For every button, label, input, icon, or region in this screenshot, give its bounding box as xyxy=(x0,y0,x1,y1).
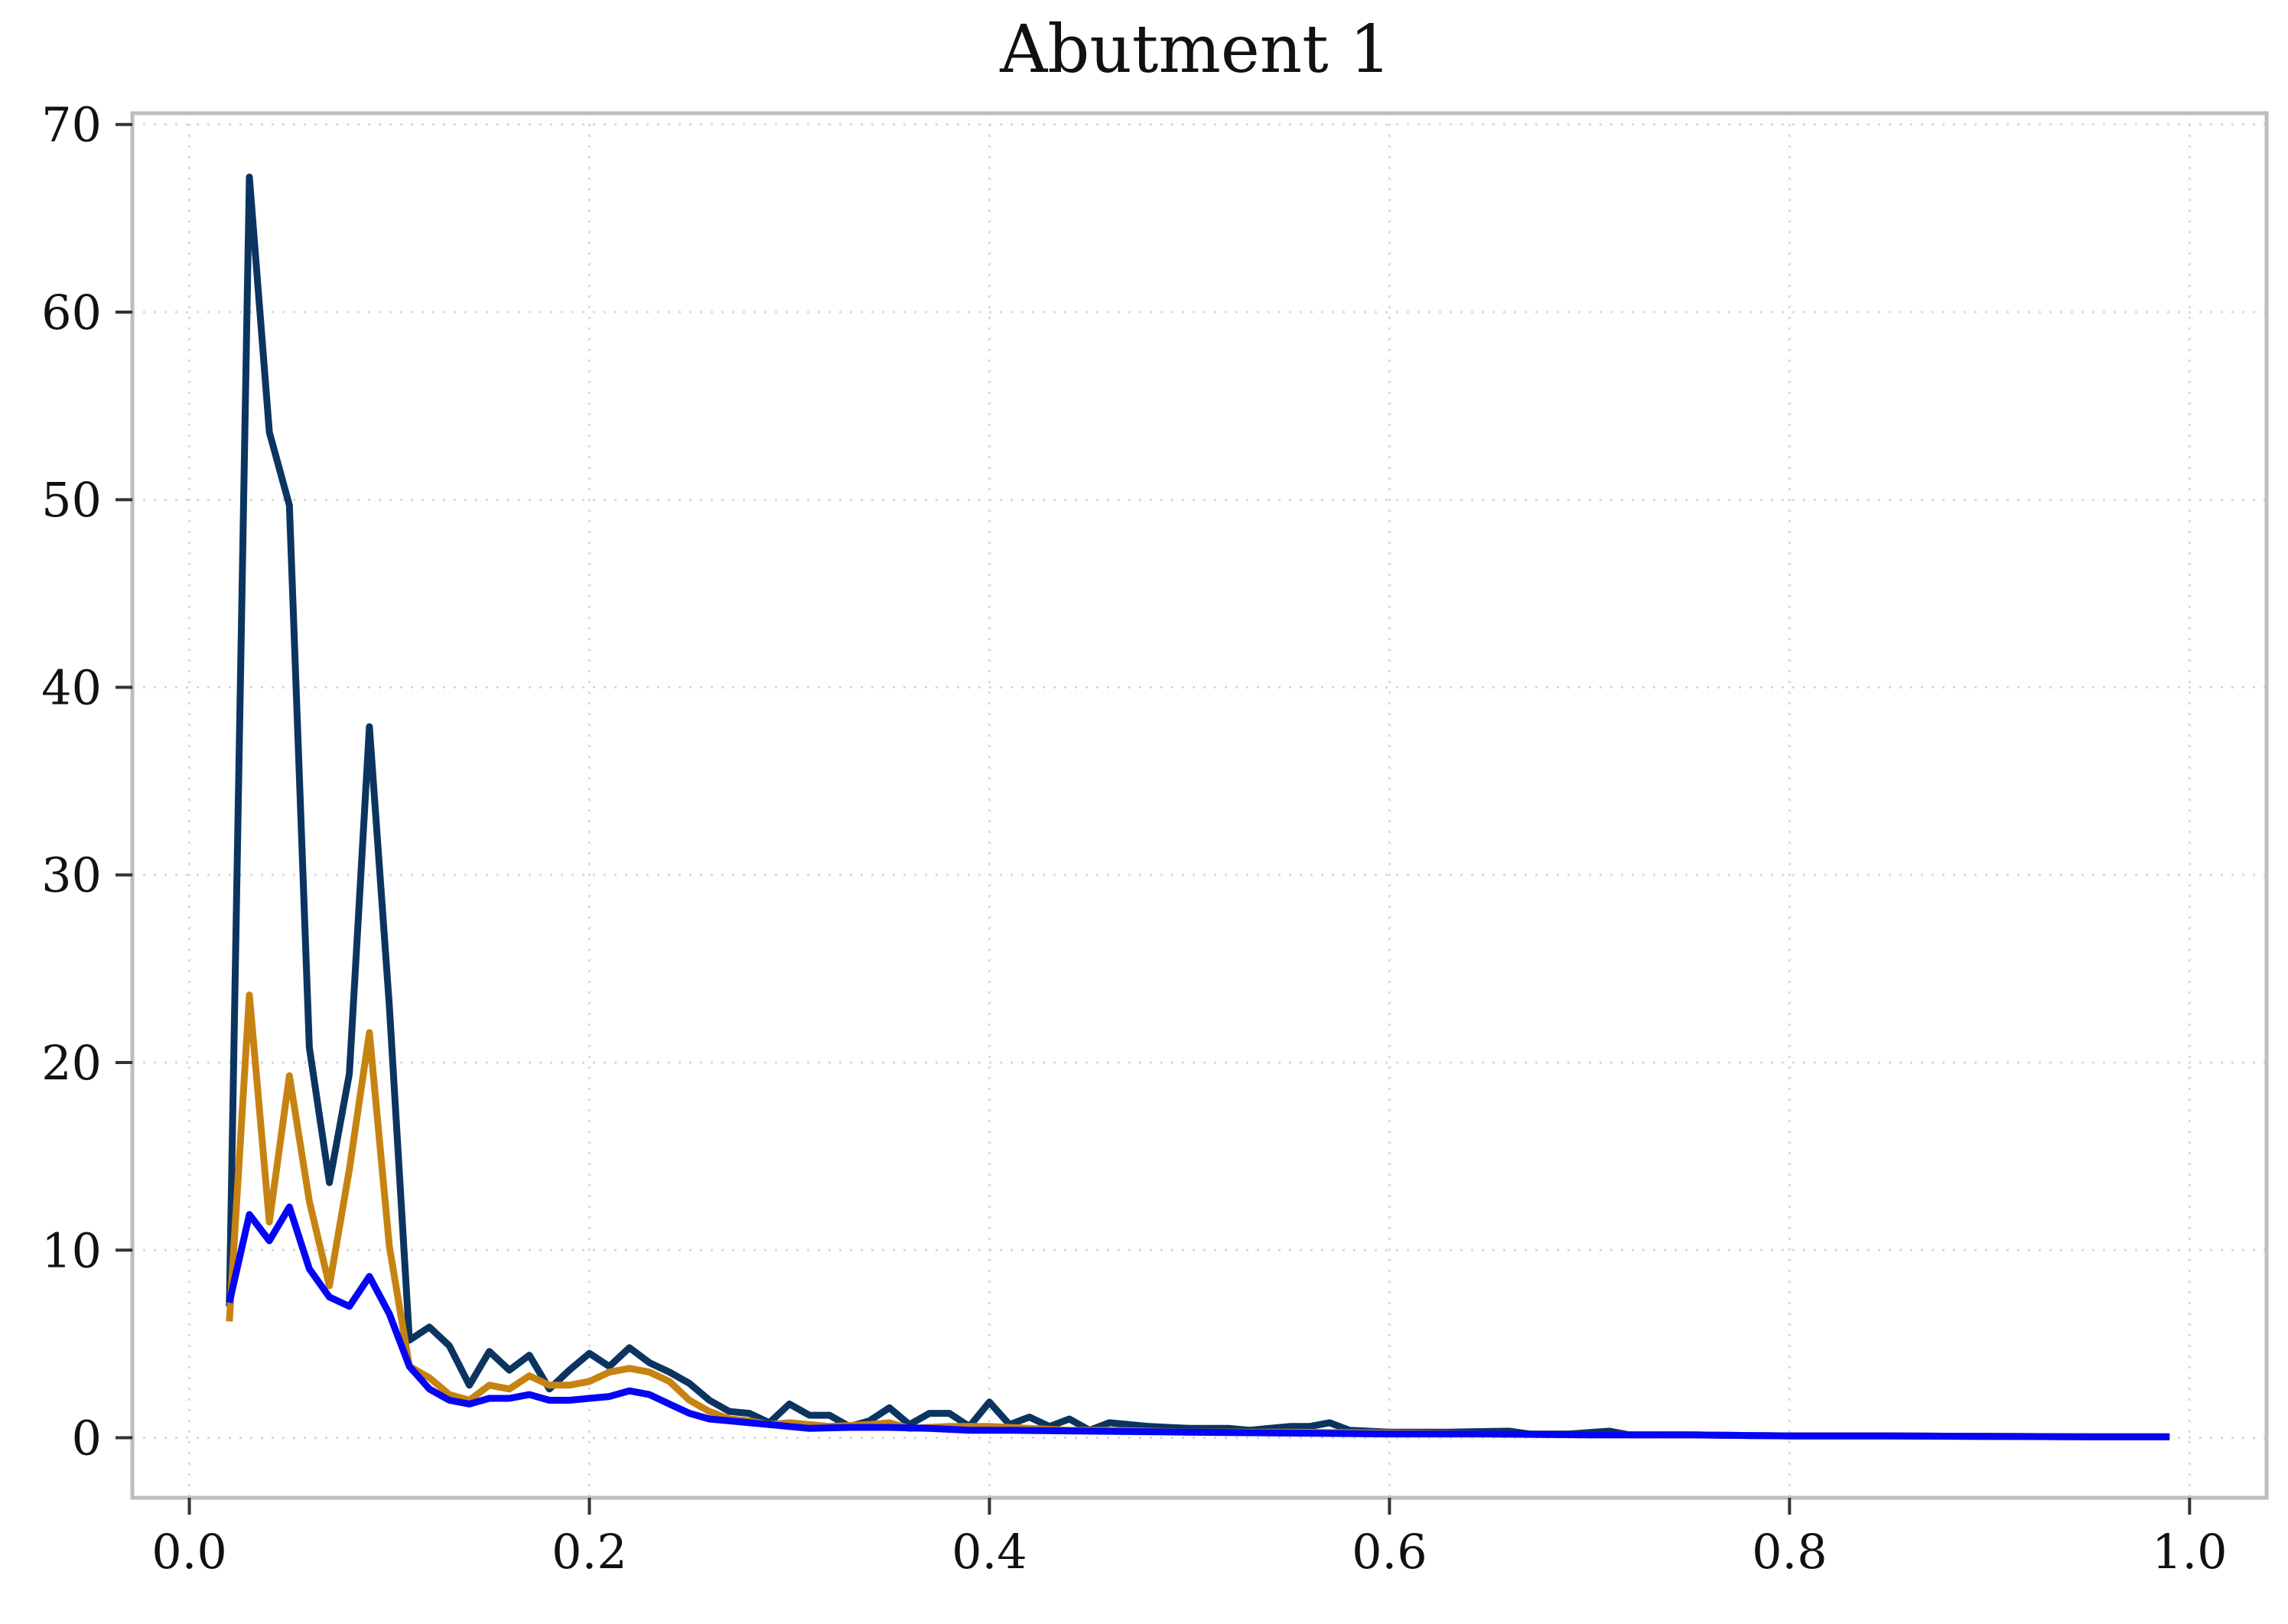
x-tick-label: 0.4 xyxy=(952,1524,1027,1580)
x-tick-label: 0.6 xyxy=(1352,1524,1427,1580)
x-tick-label: 0.8 xyxy=(1752,1524,1827,1580)
x-tick-label: 1.0 xyxy=(2152,1524,2228,1580)
series-line-3 xyxy=(226,1203,2170,1440)
x-tick-label: 0.2 xyxy=(552,1524,627,1580)
series-line-2 xyxy=(226,991,2170,1440)
y-tick-label: 50 xyxy=(41,472,102,528)
y-tick-label: 30 xyxy=(41,848,102,903)
y-tick-label: 40 xyxy=(41,659,102,715)
y-tick-label: 20 xyxy=(41,1035,102,1091)
y-tick-label: 0 xyxy=(72,1411,102,1466)
y-tick-label: 60 xyxy=(41,285,102,340)
plot-frame xyxy=(130,111,2269,1500)
x-tick-label: 0.0 xyxy=(151,1524,227,1580)
y-tick-label: 10 xyxy=(41,1222,102,1278)
series-layer xyxy=(226,173,2170,1440)
chart-title: Abutment 1 xyxy=(999,11,1391,88)
tick-layer: 0.0 0.2 0.4 0.6 0.8 1.0 0 10 20 30 40 50 60 70 xyxy=(41,97,2228,1580)
series-line-1 xyxy=(226,173,2170,1440)
grid-layer xyxy=(132,113,2267,1498)
y-tick-label: 70 xyxy=(41,97,102,153)
